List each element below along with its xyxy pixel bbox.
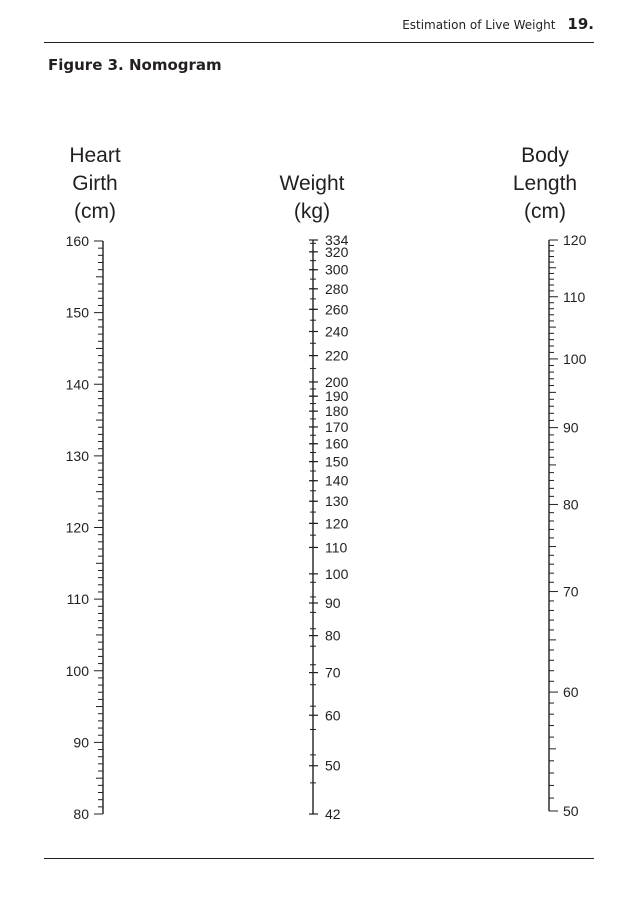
heart-girth-tick-label: 150 <box>66 305 90 321</box>
heart-girth-title-line: Girth <box>72 172 118 195</box>
figure-caption: Figure 3. Nomogram <box>48 56 222 74</box>
weight-tick-label: 42 <box>325 806 341 822</box>
body-length-tick-label: 60 <box>563 684 579 700</box>
heart-girth-tick-label: 110 <box>67 591 90 607</box>
weight-title-line: (kg) <box>293 200 331 223</box>
body-length-tick-label: 50 <box>563 803 579 819</box>
weight-tick-label: 60 <box>325 707 341 723</box>
header-rule <box>44 42 594 43</box>
weight-tick-label: 200 <box>325 374 349 390</box>
running-title: Estimation of Live Weight <box>402 18 556 32</box>
running-head: Estimation of Live Weight 19. <box>402 15 594 33</box>
heart-girth-title-line: Heart <box>69 144 121 167</box>
weight-tick-label: 170 <box>325 419 349 435</box>
weight-tick-label: 70 <box>325 665 341 681</box>
body-length-tick-label: 80 <box>563 496 579 512</box>
weight-tick-label: 90 <box>325 595 341 611</box>
body-length-title-line: (cm) <box>524 200 566 223</box>
heart-girth-tick-label: 160 <box>66 233 90 249</box>
body-length-tick-label: 120 <box>563 232 587 248</box>
weight-tick-label: 160 <box>325 436 349 452</box>
heart-girth-title-line: (cm) <box>74 200 116 223</box>
body-length-tick-label: 100 <box>563 351 587 367</box>
body-length-tick-label: 70 <box>563 584 579 600</box>
footer-rule <box>44 858 594 859</box>
heart-girth-tick-label: 130 <box>66 448 90 464</box>
weight-tick-label: 50 <box>325 758 341 774</box>
weight-tick-label: 220 <box>325 348 349 364</box>
weight-tick-label: 140 <box>325 473 349 489</box>
page-number: 19. <box>567 15 594 33</box>
weight-tick-label: 240 <box>325 323 349 339</box>
weight-tick-label: 80 <box>325 628 341 644</box>
heart-girth-tick-label: 120 <box>66 520 90 536</box>
weight-tick-label: 110 <box>325 539 348 555</box>
heart-girth-tick-label: 140 <box>66 376 90 392</box>
weight-tick-label: 100 <box>325 566 349 582</box>
weight-tick-label: 280 <box>325 281 349 297</box>
weight-tick-label: 130 <box>325 493 349 509</box>
weight-tick-label: 300 <box>325 262 349 278</box>
weight-tick-label: 260 <box>325 301 349 317</box>
heart-girth-tick-label: 100 <box>66 663 90 679</box>
body-length-tick-label: 110 <box>563 289 586 305</box>
weight-title: Weight (kg) <box>262 170 362 226</box>
heart-girth-tick-label: 90 <box>73 734 89 750</box>
weight-tick-label: 334 <box>325 232 349 248</box>
body-length-title-line: Body <box>521 144 569 167</box>
weight-tick-label: 180 <box>325 403 349 419</box>
weight-tick-label: 320 <box>325 244 349 260</box>
body-length-title-line: Length <box>512 172 578 195</box>
weight-tick-label: 120 <box>325 515 349 531</box>
heart-girth-tick-label: 80 <box>73 806 89 822</box>
body-length-title: Body Length (cm) <box>497 142 593 226</box>
weight-title-line: Weight <box>279 172 345 195</box>
body-length-tick-label: 90 <box>563 420 579 436</box>
heart-girth-title: Heart Girth (cm) <box>50 142 140 226</box>
weight-tick-label: 150 <box>325 454 349 470</box>
weight-tick-label: 190 <box>325 388 349 404</box>
